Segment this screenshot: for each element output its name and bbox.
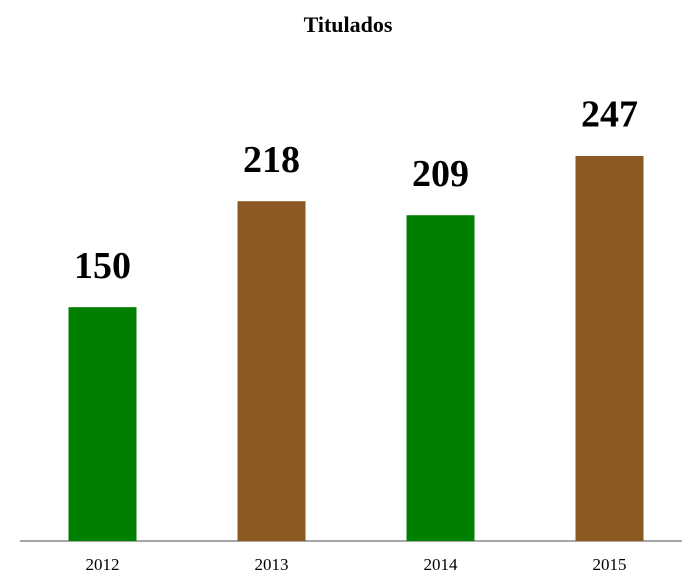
value-label: 218 bbox=[243, 139, 300, 181]
value-label: 209 bbox=[412, 153, 469, 195]
value-label: 150 bbox=[74, 245, 131, 287]
bar bbox=[406, 215, 475, 541]
x-tick-label: 2014 bbox=[424, 555, 459, 574]
bar bbox=[575, 156, 644, 541]
value-label: 247 bbox=[581, 94, 638, 136]
chart-title: Titulados bbox=[304, 12, 393, 37]
x-tick-label: 2013 bbox=[255, 555, 289, 574]
x-tick-label: 2015 bbox=[593, 555, 627, 574]
bar bbox=[68, 307, 137, 541]
bar bbox=[237, 201, 306, 541]
x-tick-label: 2012 bbox=[86, 555, 120, 574]
